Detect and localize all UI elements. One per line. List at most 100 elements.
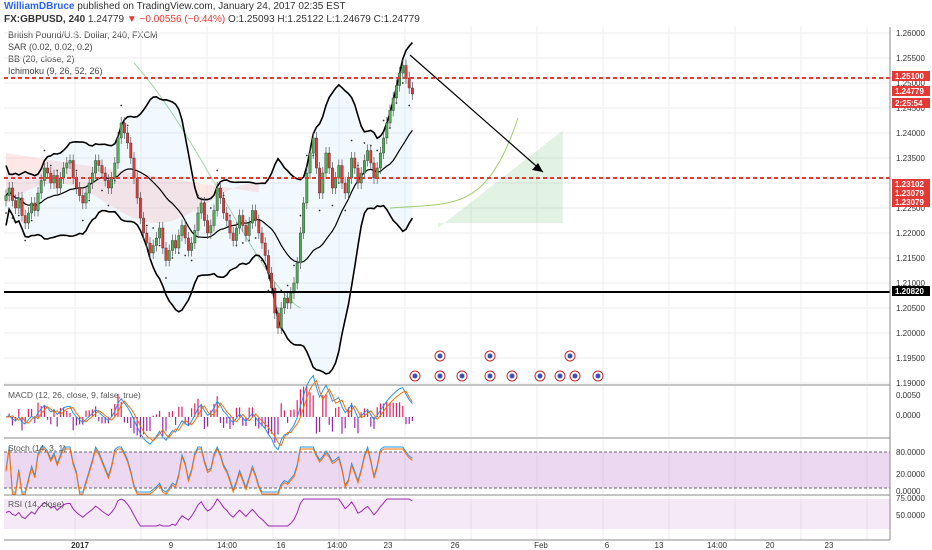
candle-body <box>391 97 395 111</box>
bb-legend[interactable]: BB (20, close, 2) <box>8 54 75 64</box>
sar-dot <box>408 104 411 107</box>
author-link[interactable]: WilliamDBruce <box>4 1 75 12</box>
macd-tick-label: 0.0000 <box>896 411 921 420</box>
candle-body <box>190 242 193 251</box>
price-tag <box>892 286 930 296</box>
rsi-tick-label: 50.0000 <box>896 511 925 520</box>
candle-body <box>81 195 85 204</box>
stoch-d-line <box>5 447 413 495</box>
time-tick-label: 2017 <box>71 541 89 550</box>
candle-body <box>39 180 43 194</box>
cloud-green <box>438 130 563 228</box>
candle-body <box>385 122 389 139</box>
macd-tick-label: 0.0050 <box>896 391 921 400</box>
event-dot <box>437 353 443 359</box>
candle-body <box>286 297 289 304</box>
sar-dot <box>30 219 33 222</box>
candle-body <box>327 152 331 169</box>
instrument-title: British Pound/U.S. Dollar, 240, FXCM <box>8 30 158 40</box>
sar-legend[interactable]: SAR (0.02, 0.02, 0.2) <box>8 42 93 52</box>
macd-pane <box>5 374 413 451</box>
candle-body <box>170 240 174 251</box>
price-tick-label: 1.20000 <box>896 329 925 338</box>
candle-body <box>68 160 72 164</box>
candle-body <box>20 197 24 216</box>
sar-dot <box>81 219 84 222</box>
candle-body <box>74 177 78 189</box>
sar-dot <box>363 142 366 144</box>
price-tick-label: 1.23500 <box>896 154 925 163</box>
time-tick-label: 14:00 <box>217 541 238 550</box>
sar-dot <box>261 259 263 262</box>
candle-body <box>148 242 152 254</box>
event-dot <box>537 373 543 379</box>
sar-dot <box>62 149 65 152</box>
candle-body <box>36 192 40 211</box>
time-axis[interactable]: 2017 9 14:00 16 14:00 23 26 Feb 6 13 14:00 20 23 <box>71 541 834 550</box>
candle-body <box>164 247 168 261</box>
candle-body <box>106 180 110 189</box>
candle-body <box>126 132 130 144</box>
candle-body <box>33 202 37 211</box>
sar-dot <box>184 254 187 257</box>
candle-body <box>234 227 238 241</box>
candle-body <box>228 220 232 234</box>
last-price: 1.24779 <box>87 14 125 25</box>
sar-dot <box>350 139 353 142</box>
sar-dot <box>344 209 347 212</box>
sar-dot <box>107 204 110 207</box>
ichimoku-legend[interactable]: Ichimoku (9, 26, 52, 26) <box>8 66 103 76</box>
bb-fill <box>6 42 413 374</box>
candle-body <box>388 110 392 124</box>
price-tag <box>892 86 930 96</box>
candle-body <box>129 142 133 159</box>
candle-body <box>119 122 123 139</box>
time-tick-label: 13 <box>655 541 664 550</box>
candle-body <box>71 160 75 179</box>
price-tick-label: 1.22500 <box>896 204 925 213</box>
sar-dot <box>17 214 20 217</box>
candle-body <box>318 167 321 194</box>
price-tick-label: 1.19000 <box>896 379 925 388</box>
event-dot <box>487 353 493 359</box>
candle-body <box>411 87 414 95</box>
projection-arrow[interactable] <box>409 54 544 173</box>
event-markers[interactable] <box>409 350 604 382</box>
candle-body <box>257 220 261 234</box>
sar-dot <box>158 244 161 247</box>
candle-body <box>23 215 27 224</box>
rsi-tick-label: 75.0000 <box>896 494 925 503</box>
candle-body <box>84 192 88 204</box>
candle-body <box>340 165 344 184</box>
candle-body <box>353 157 357 169</box>
price-tick-label: 1.25000 <box>896 79 925 88</box>
price-tick-label: 1.21500 <box>896 254 925 263</box>
candle-body <box>337 165 341 179</box>
price-tag <box>892 98 930 108</box>
macd-legend: MACD (12, 26, close, 9, false, true) <box>8 390 141 400</box>
candle-body <box>94 160 98 174</box>
candle-body <box>135 177 139 199</box>
candle-body <box>55 175 59 189</box>
price-tick-label: 1.26000 <box>896 29 925 38</box>
time-tick-label: 6 <box>605 541 610 550</box>
price-tag-label: 1.25100 <box>895 72 924 81</box>
ohlc-values: O:1.25093 H:1.25122 L:1.24679 C:1.24779 <box>227 14 420 25</box>
candle-body <box>122 122 126 134</box>
candle-body <box>196 212 200 231</box>
candle-body <box>10 187 14 201</box>
price-tag-label: 1.23079 <box>895 198 924 207</box>
event-dot <box>412 373 418 379</box>
candle-body <box>334 177 337 189</box>
sar-dot <box>331 204 334 207</box>
candle-body <box>372 162 376 179</box>
horizontal-levels[interactable] <box>4 77 890 293</box>
sar-dot <box>241 242 244 244</box>
bb-lower <box>5 204 414 375</box>
candle-body <box>132 157 136 179</box>
stoch-tick-label: 80.0000 <box>896 448 925 457</box>
candle-body <box>52 175 56 184</box>
candle-body <box>43 167 46 181</box>
candle-body <box>247 222 251 236</box>
